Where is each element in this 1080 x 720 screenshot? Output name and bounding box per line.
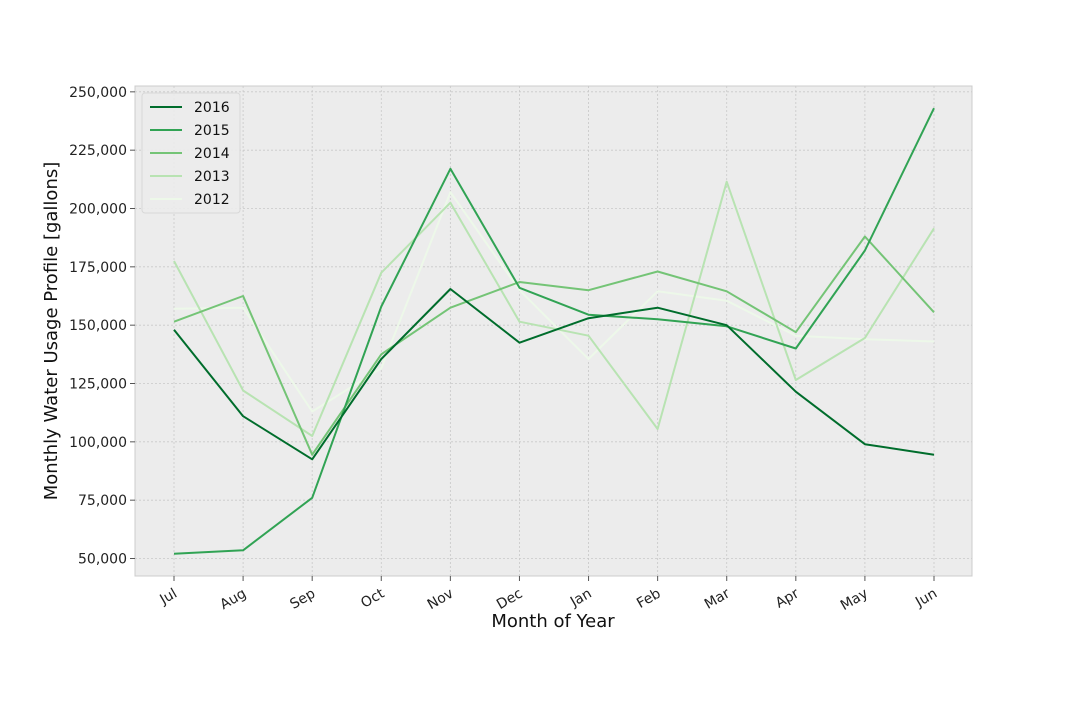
legend-label-2013: 2013 xyxy=(194,169,230,185)
legend-box xyxy=(141,92,241,214)
y-tick-label: 150,000 xyxy=(69,318,127,334)
y-tick-label: 50,000 xyxy=(78,552,127,568)
y-tick-label: 225,000 xyxy=(69,143,127,159)
y-tick-label: 100,000 xyxy=(69,435,127,451)
legend-label-2016: 2016 xyxy=(194,100,230,116)
y-axis-label: Monthly Water Usage Profile [gallons] xyxy=(41,162,62,501)
series-line-2016 xyxy=(173,288,935,461)
series-line-2014 xyxy=(173,235,935,456)
legend-label-2015: 2015 xyxy=(194,123,230,139)
x-axis-label: Month of Year xyxy=(491,611,615,632)
x-tick-label: Jul xyxy=(156,586,180,609)
legend-label-2014: 2014 xyxy=(194,146,230,162)
y-tick-label: 200,000 xyxy=(69,202,127,218)
series-line-2015 xyxy=(173,107,935,555)
legend-label-2012: 2012 xyxy=(194,192,230,208)
y-tick-label: 125,000 xyxy=(69,377,127,393)
y-axis-ticks: 50,000 75,000 100,000 125,000 150,000 175,000… xyxy=(69,85,135,568)
y-tick-label: 175,000 xyxy=(69,260,127,276)
y-tick-label: 250,000 xyxy=(69,85,127,101)
series-lines xyxy=(173,107,935,555)
y-tick-label: 75,000 xyxy=(78,493,127,509)
series-line-2012 xyxy=(173,191,935,413)
legend: 2016 2015 2014 2013 2012 xyxy=(141,92,241,214)
grid-lines xyxy=(135,86,972,576)
